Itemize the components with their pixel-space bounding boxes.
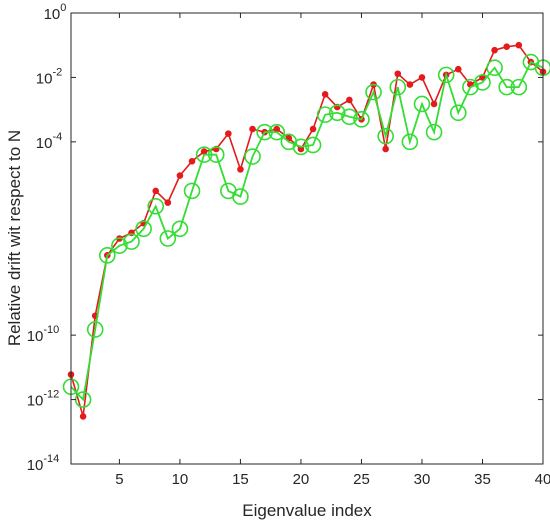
data-point	[79, 413, 87, 420]
y-tick-label: 10-14	[27, 453, 60, 474]
data-point	[188, 157, 196, 165]
data-point-circle	[159, 230, 177, 247]
x-tick-label: 30	[414, 471, 431, 488]
plot-area	[62, 41, 550, 420]
data-point	[225, 130, 232, 137]
data-point	[454, 65, 462, 73]
data-point-circle	[413, 95, 431, 113]
data-point	[394, 70, 402, 78]
data-point-circle	[123, 233, 140, 250]
y-tick-label: 100	[44, 2, 67, 23]
data-point-circle	[135, 220, 152, 238]
data-point-circle	[316, 106, 334, 123]
data-point-circle	[437, 66, 455, 84]
data-point	[346, 96, 353, 104]
data-point-circle	[111, 237, 128, 254]
x-axis-label: Eigenvalue index	[242, 501, 372, 520]
data-point-circle	[498, 78, 515, 96]
data-point-circle	[207, 146, 225, 163]
series-line-1	[70, 44, 544, 417]
data-point-circle	[86, 321, 104, 338]
data-point	[418, 74, 426, 81]
data-point	[249, 125, 256, 133]
data-point-circle	[304, 136, 322, 154]
y-tick-label: 10-2	[36, 66, 62, 87]
data-point-circle	[353, 111, 370, 128]
data-point	[406, 81, 414, 88]
y-axis-label: Relative drift wit respect to N	[5, 130, 24, 346]
data-point-circle	[377, 127, 394, 145]
axis-ticks: 5 10 15 20 25 30 35 40 10-14 10-12 10-10 10-4 10-2 10…	[27, 2, 550, 488]
data-point-circle	[147, 197, 165, 215]
x-tick-label: 15	[232, 471, 249, 488]
x-tick-label: 10	[172, 471, 189, 488]
data-point	[273, 125, 281, 133]
data-point-circle	[268, 123, 286, 141]
x-tick-label: 35	[474, 471, 491, 488]
data-point-circle	[341, 108, 358, 126]
y-tick-label: 10-10	[27, 324, 60, 345]
data-point	[491, 46, 498, 54]
data-point-circle	[462, 78, 479, 96]
x-tick-label: 20	[293, 471, 310, 488]
data-point	[515, 41, 523, 49]
x-tick-label: 40	[535, 471, 550, 488]
data-point-circle	[183, 182, 201, 200]
axes-frame	[70, 12, 544, 465]
data-point-circle	[99, 247, 116, 264]
data-point-circle	[401, 133, 419, 151]
data-point	[430, 100, 438, 108]
data-point	[164, 199, 172, 206]
data-point-circle	[365, 83, 382, 101]
data-point	[382, 145, 389, 153]
data-point-circle	[328, 104, 346, 122]
x-tick-label: 5	[115, 471, 123, 488]
data-point-circle	[171, 220, 189, 238]
y-tick-label: 10-4	[36, 131, 62, 152]
data-point-circle	[244, 148, 261, 165]
y-tick-label: 10-12	[27, 389, 60, 410]
data-point	[309, 125, 317, 133]
data-point-circle	[256, 123, 273, 141]
data-point	[503, 43, 510, 50]
data-point-circle	[474, 74, 491, 91]
data-point-circle	[425, 123, 443, 141]
data-point-circle	[292, 138, 310, 156]
data-point-circle	[449, 104, 467, 122]
data-point	[321, 90, 329, 98]
data-point-circle	[510, 78, 528, 96]
data-point	[200, 148, 208, 155]
data-point-circle	[232, 188, 249, 205]
x-tick-label: 25	[353, 471, 370, 488]
data-point-circle	[195, 146, 213, 163]
data-point	[176, 172, 184, 179]
data-point	[237, 166, 244, 173]
data-point-circle	[486, 59, 503, 77]
data-point-circle	[389, 78, 407, 96]
data-point	[152, 187, 160, 195]
series-line-2	[70, 60, 544, 402]
